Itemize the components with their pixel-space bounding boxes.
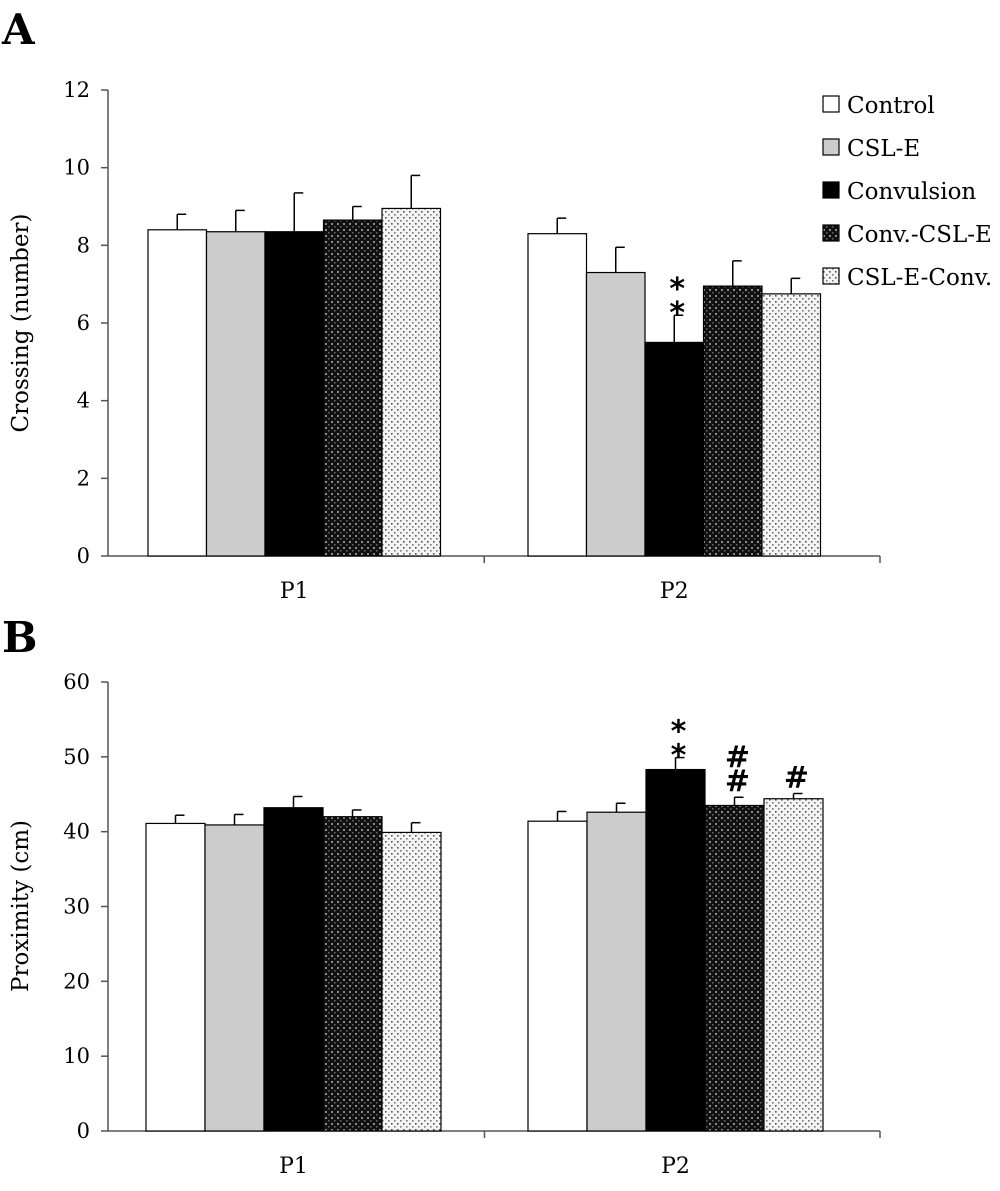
significance-mark: * [669,296,685,331]
bar-p1-csl-e [204,824,265,1132]
legend-label: CSL-E-Conv. [847,265,992,291]
y-tick-label: 12 [63,78,90,102]
bar-p1-convulsion [264,231,325,557]
y-tick-label: 10 [63,1044,90,1068]
bar-p2-control [527,820,588,1132]
legend-swatch [822,181,840,199]
bar-p1-csl-e-conv- [381,831,442,1132]
panel-a-y-axis-label: Crossing (number) [8,214,34,433]
bar-p2-csl-e [585,271,646,557]
panel-b-letter: B [2,613,38,662]
significance-mark: # [725,764,750,799]
legend-swatch [822,224,840,242]
significance-mark: * [669,272,685,307]
bar-p1-conv-csl-e [322,816,383,1132]
y-tick-label: 50 [63,745,90,769]
bar-p2-conv-csl-e [704,804,765,1132]
legend-swatch [822,267,840,285]
bar-p2-csl-e-conv- [761,293,822,557]
significance-mark: * [671,739,687,774]
panel-b-y-axis-label: Proximity (cm) [8,820,34,992]
bar-p1-csl-e [205,231,266,557]
legend-label: Conv.-CSL-E [847,222,992,248]
y-tick-label: 60 [63,670,90,694]
bar-p2-convulsion [645,768,706,1132]
y-tick-label: 10 [63,156,90,180]
y-tick-label: 20 [63,969,90,993]
y-tick-label: 40 [63,820,90,844]
legend: Control CSL-E Convulsion Conv.-CSL-E CSL-E-C… [822,93,992,291]
y-tick-label: 8 [77,233,90,257]
legend-label: CSL-E [847,136,920,162]
legend-label: Convulsion [847,179,976,205]
y-tick-label: 4 [77,389,90,413]
y-tick-label: 6 [77,311,90,335]
panel-a-letter: A [1,5,36,54]
x-category-label: P2 [661,1154,690,1179]
significance-mark: # [725,740,750,775]
x-category-label: P1 [280,579,309,604]
y-tick-label: 2 [77,466,90,490]
y-tick-label: 0 [77,1119,90,1143]
legend-swatch [822,95,840,113]
x-category-label: P2 [660,579,689,604]
legend-swatch [822,138,840,156]
bar-p2-csl-e-conv- [763,798,824,1132]
bar-p2-csl-e [586,811,647,1132]
legend-label: Control [847,93,935,119]
x-category-label: P1 [279,1154,308,1179]
bar-p1-conv-csl-e [322,219,383,557]
significance-mark: * [671,715,687,750]
bar-p1-csl-e-conv- [381,207,442,557]
bar-p1-convulsion [263,807,324,1132]
y-tick-label: 0 [77,544,90,568]
panel-a: A Crossing (number) 0 2 4 6 8 10 12 P1 P2 ** [1,5,881,604]
bar-p1-control [147,229,208,557]
bar-p2-convulsion [644,341,705,557]
panel-a-plot: 0 2 4 6 8 10 12 P1 P2 ** [63,78,881,604]
significance-mark: # [784,761,809,796]
bar-p1-control [145,822,206,1132]
y-tick-label: 30 [63,895,90,919]
bar-p2-conv-csl-e [702,285,763,557]
bar-p2-control [527,233,588,557]
